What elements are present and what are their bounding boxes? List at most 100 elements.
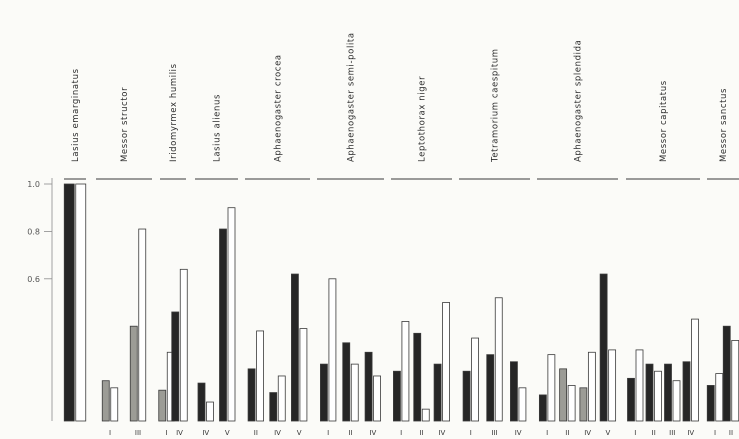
y-tick-label: 1.0 [27,180,40,189]
species-label: Leptothorax niger [418,76,428,162]
bar [171,311,180,422]
bar [486,354,495,422]
bar [654,370,662,422]
x-tick-label: V [297,429,302,437]
bar [559,368,568,422]
bar [256,330,264,422]
bar [401,321,410,422]
bar [328,278,337,422]
bar [291,273,299,422]
x-tick-label: III [135,429,141,437]
bar [129,325,138,422]
bar [197,382,206,422]
bar [413,332,422,422]
bar [138,228,147,422]
species-label: Tetramorium caespitum [491,48,501,163]
bar [691,318,699,422]
x-tick-label: I [714,429,716,437]
bar [110,387,119,422]
bar [158,389,167,422]
bar [706,385,715,422]
bar [587,351,596,422]
bar [471,337,479,422]
x-tick-label: I [400,429,402,437]
bar [101,380,110,422]
x-tick-label: II [419,429,423,437]
bar [599,273,608,422]
bar [635,349,644,422]
species-label: Lasius alienus [213,94,223,162]
x-tick-label: IV [687,429,694,437]
bar [682,361,691,422]
bar [442,302,450,422]
x-tick-label: III [669,429,675,437]
bar [433,363,442,422]
species-label: Messor sanctus [719,88,729,162]
bar [627,377,635,422]
bar [350,363,359,422]
bar [219,228,227,422]
bar [645,363,654,422]
y-tick-label: 0.6 [27,275,40,284]
bar [75,183,87,422]
bar [342,342,351,422]
bar [715,373,724,422]
x-tick-label: II [348,429,352,437]
bar [277,375,286,422]
x-tick-label: IV [274,429,281,437]
bar [63,183,75,422]
x-tick-label: V [225,429,230,437]
bar [567,385,576,422]
x-tick-label: IV [438,429,445,437]
x-tick-label: II [652,429,656,437]
x-tick-label: II [254,429,258,437]
x-tick-label: III [491,429,497,437]
x-tick-label: II [729,429,733,437]
x-tick-label: IV [584,429,591,437]
x-tick-label: IV [515,429,522,437]
x-tick-label: I [470,429,472,437]
x-tick-label: II [565,429,569,437]
x-tick-label: I [634,429,636,437]
bar [364,351,373,422]
x-tick-label: I [546,429,548,437]
species-label: Messor structor [120,87,130,162]
species-label: Lasius emarginatus [71,68,81,162]
x-tick-label: I [109,429,111,437]
bar [247,368,256,422]
bar [608,349,617,422]
bar [510,361,518,422]
x-tick-label: IV [202,429,209,437]
bar [299,328,308,422]
x-tick-label: V [605,429,610,437]
bar [547,354,556,422]
bar [518,387,527,422]
x-tick-label: IV [369,429,376,437]
species-label: Aphaenogaster splendida [574,40,584,162]
bar [672,380,681,422]
bar [179,268,188,422]
bar [722,325,731,422]
species-label: Iridomyrmex humilis [169,63,179,162]
species-label: Aphaenogaster crocea [274,54,284,162]
bar [664,363,672,422]
species-label: Messor capitatus [659,80,669,162]
x-tick-label: I [165,429,167,437]
bar [579,387,588,422]
bar [538,394,547,422]
bar [731,340,739,422]
bar [206,401,214,422]
bar [227,207,236,422]
x-tick-label: I [327,429,329,437]
species-label: Aphaenogaster semi-polita [347,32,357,162]
bar [320,363,328,422]
bar [421,408,430,422]
x-tick-label: IV [176,429,183,437]
bar [373,375,381,422]
bar [269,392,278,422]
bar [393,370,401,422]
bar [462,370,471,422]
y-tick-label: 0.8 [27,227,40,236]
